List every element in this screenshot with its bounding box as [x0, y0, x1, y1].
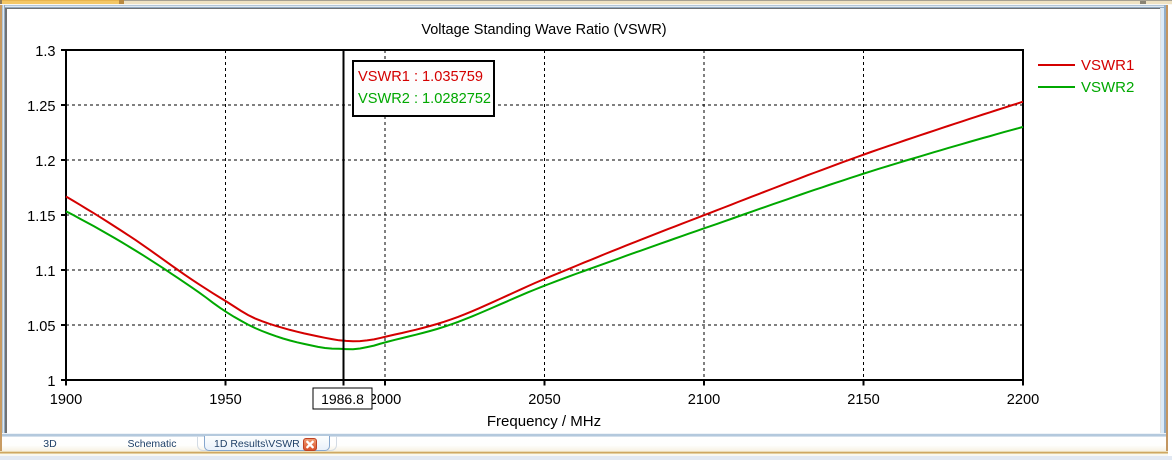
- svg-text:VSWR1: VSWR1: [1081, 57, 1134, 74]
- svg-text:2150: 2150: [847, 392, 879, 408]
- svg-text:1.2: 1.2: [35, 154, 55, 170]
- svg-text:2200: 2200: [1007, 392, 1039, 408]
- svg-text:VSWR2: VSWR2: [1081, 79, 1134, 96]
- svg-text:1900: 1900: [50, 392, 82, 408]
- svg-text:2000: 2000: [369, 392, 401, 408]
- svg-text:2100: 2100: [688, 392, 720, 408]
- svg-text:VSWR2 : 1.0282752: VSWR2 : 1.0282752: [358, 91, 491, 107]
- svg-text:1.3: 1.3: [35, 44, 55, 60]
- svg-text:1986.8: 1986.8: [321, 391, 364, 407]
- svg-text:1.25: 1.25: [27, 99, 55, 115]
- svg-text:Voltage Standing Wave Ratio (V: Voltage Standing Wave Ratio (VSWR): [421, 22, 666, 38]
- svg-text:VSWR1 : 1.035759: VSWR1 : 1.035759: [358, 69, 483, 85]
- svg-text:Frequency / MHz: Frequency / MHz: [487, 413, 601, 430]
- svg-text:1.1: 1.1: [35, 264, 55, 280]
- svg-text:1: 1: [47, 374, 55, 390]
- svg-text:1.05: 1.05: [27, 319, 55, 335]
- svg-text:1.15: 1.15: [27, 209, 55, 225]
- svg-text:1950: 1950: [209, 392, 241, 408]
- svg-text:2050: 2050: [528, 392, 560, 408]
